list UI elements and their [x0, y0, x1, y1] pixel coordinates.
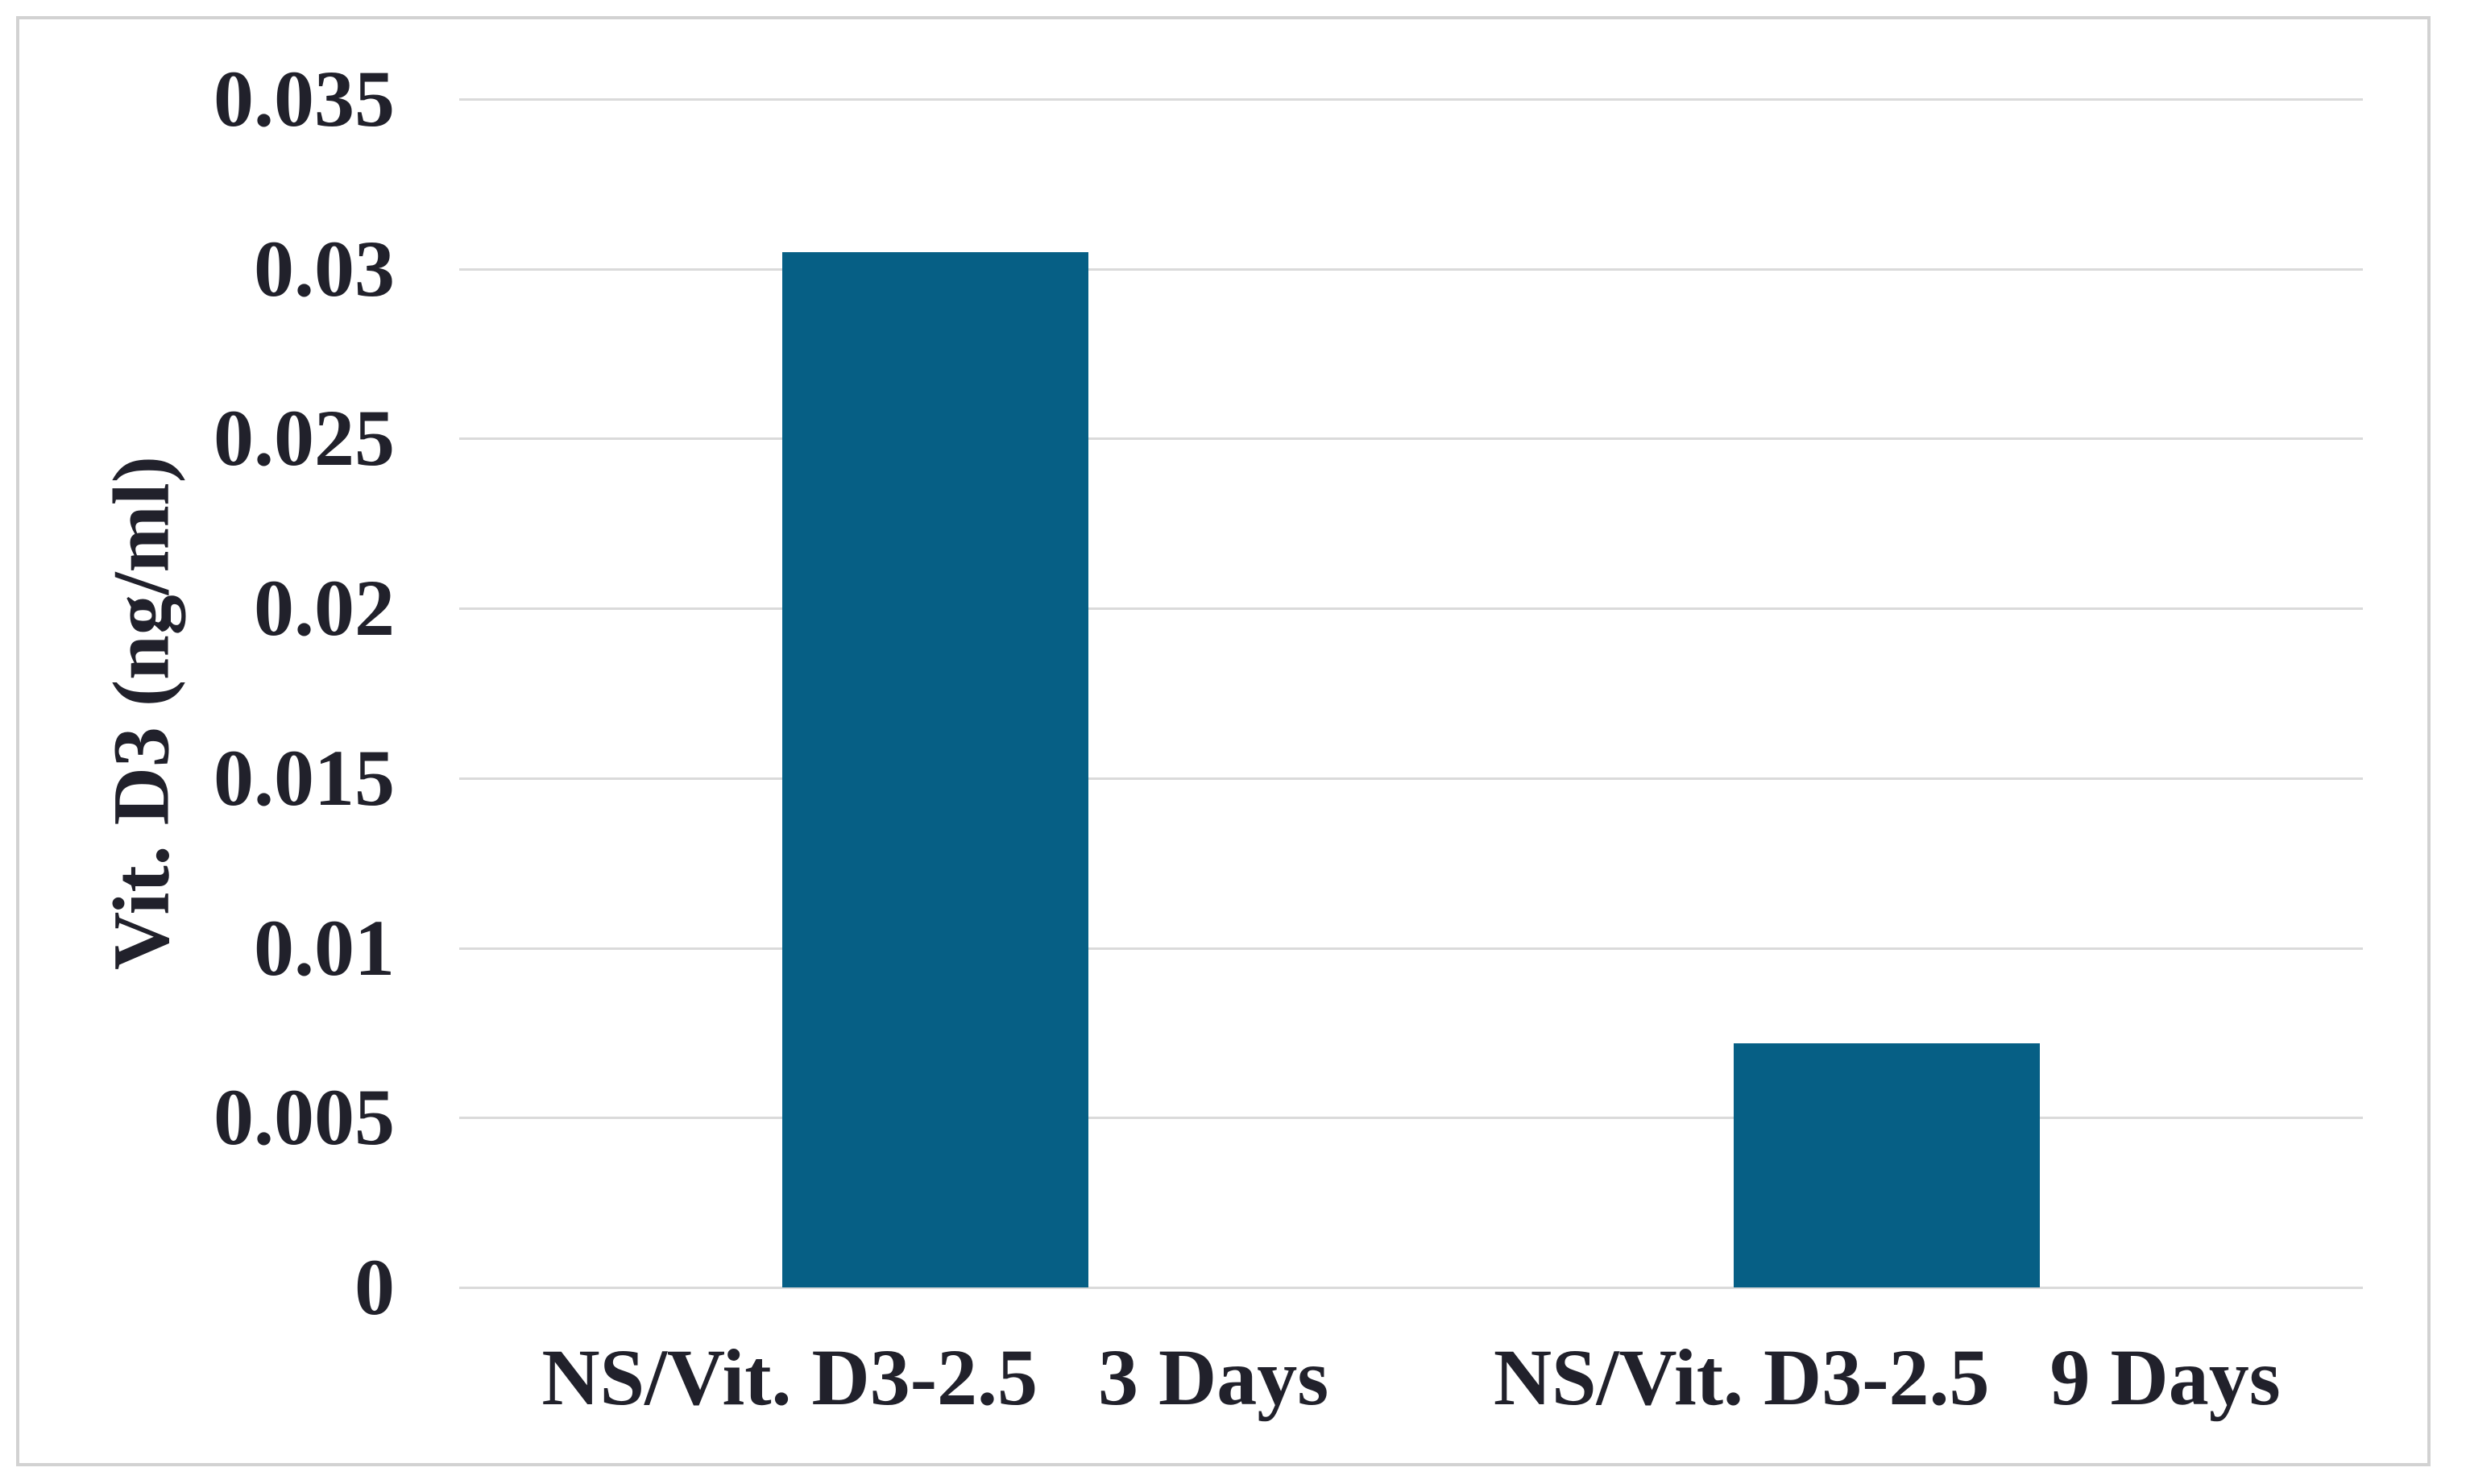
x-category-label: NS/Vit. D3-2.5 9 Days	[1493, 1333, 2281, 1422]
y-tick-label: 0.025	[213, 393, 395, 483]
plot-area	[459, 98, 2363, 1289]
bar-1	[781, 251, 1088, 1287]
y-tick-label: 0.035	[213, 54, 395, 143]
gridline	[459, 947, 2363, 950]
y-tick-label: 0.005	[213, 1072, 395, 1163]
y-axis-title: Vit. D3 (ng/ml)	[96, 456, 186, 970]
gridline	[459, 437, 2363, 441]
gridline	[459, 98, 2363, 101]
y-tick-label: 0.015	[213, 732, 395, 823]
gridline	[459, 267, 2363, 271]
x-category-label: NS/Vit. D3-2.5 3 Days	[541, 1333, 1329, 1422]
y-tick-label: 0	[354, 1242, 395, 1332]
gridline	[459, 607, 2363, 611]
y-tick-label: 0.02	[254, 563, 395, 653]
y-tick-label: 0.01	[254, 902, 395, 993]
gridline	[459, 1287, 2363, 1289]
bar-2	[1734, 1043, 2041, 1287]
y-tick-label: 0.03	[254, 223, 395, 313]
gridline	[459, 777, 2363, 780]
gridline	[459, 1117, 2363, 1120]
